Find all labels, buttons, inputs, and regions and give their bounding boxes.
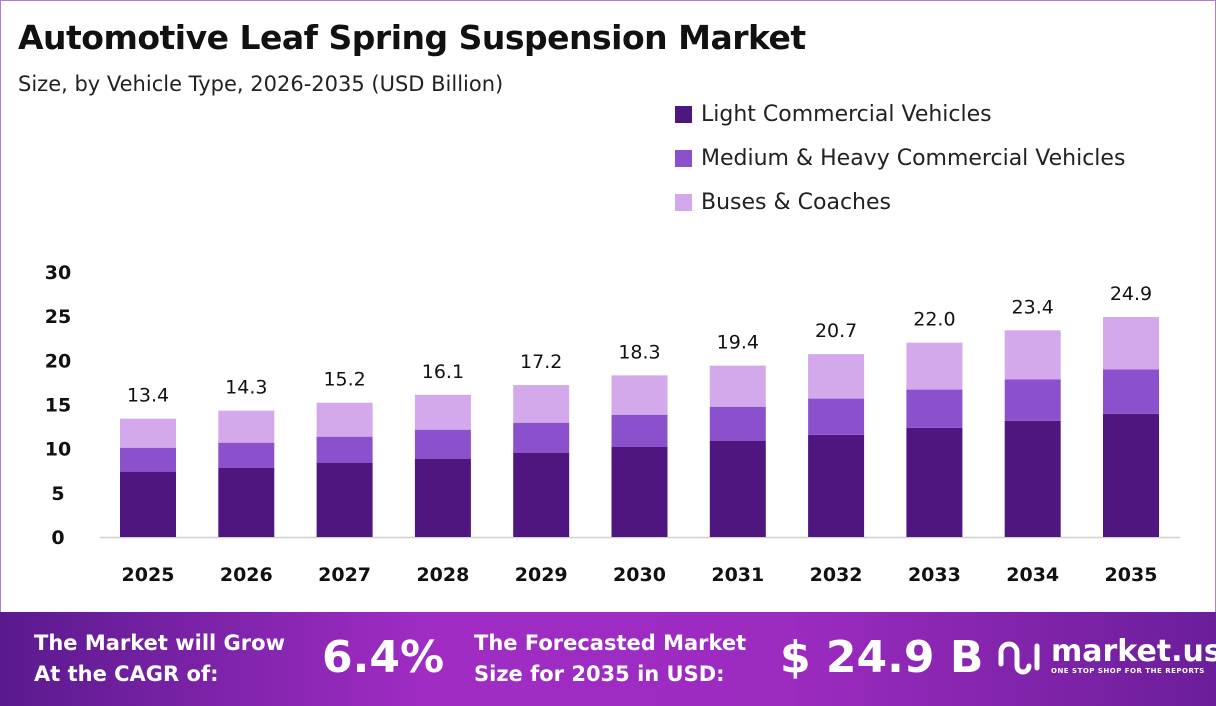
bar-segment-mhcv <box>906 389 963 428</box>
bar-segment-mhcv <box>414 429 471 459</box>
y-tick-label: 10 <box>45 439 71 461</box>
bar-segment-buses <box>808 354 865 399</box>
legend-item-lcv: Light Commercial Vehicles <box>675 92 1125 136</box>
x-tick-label: 2029 <box>515 564 568 586</box>
chart-title: Automotive Leaf Spring Suspension Market <box>18 18 806 57</box>
y-tick-label: 30 <box>45 262 71 284</box>
x-tick-label: 2035 <box>1105 564 1158 586</box>
data-label-total: 20.7 <box>815 320 857 342</box>
bar-segment-buses <box>611 375 668 415</box>
data-label-total: 14.3 <box>225 377 267 399</box>
bar-segment-buses <box>414 394 471 430</box>
bar-chart: 05101520253013.4202514.3202615.2202716.1… <box>45 262 1180 586</box>
y-tick-label: 15 <box>45 395 71 417</box>
bar-segment-lcv <box>709 440 766 537</box>
x-tick-label: 2032 <box>810 564 863 586</box>
bar-segment-mhcv <box>709 406 766 441</box>
bar-segment-mhcv <box>1103 369 1159 414</box>
bar-segment-mhcv <box>316 436 373 463</box>
bar-segment-lcv <box>1103 413 1159 537</box>
y-tick-label: 5 <box>51 483 64 505</box>
y-tick-label: 0 <box>51 527 64 549</box>
bar-segment-buses <box>1103 317 1159 370</box>
data-label-total: 22.0 <box>913 309 955 331</box>
legend-item-buses: Buses & Coaches <box>675 180 1125 224</box>
y-tick-label: 25 <box>45 306 71 328</box>
bar-segment-buses <box>513 385 570 423</box>
bar-segment-lcv <box>218 467 275 537</box>
x-tick-label: 2030 <box>613 564 666 586</box>
legend-item-mhcv: Medium & Heavy Commercial Vehicles <box>675 136 1125 180</box>
bar-segment-mhcv <box>611 414 668 447</box>
cagr-label: The Market will Grow At the CAGR of: <box>34 628 285 690</box>
y-tick-label: 20 <box>45 350 71 372</box>
bar-segment-buses <box>709 365 766 407</box>
forecast-label-line1: The Forecasted Market <box>474 631 747 655</box>
bar-segment-lcv <box>120 471 176 537</box>
x-tick-label: 2033 <box>908 564 961 586</box>
brand-logo: market.us ONE STOP SHOP FOR THE REPORTS <box>995 636 1216 676</box>
bar-segment-lcv <box>513 452 570 537</box>
bar-segment-lcv <box>414 458 471 537</box>
forecast-value: $ 24.9 B <box>780 632 984 683</box>
x-tick-label: 2026 <box>220 564 273 586</box>
data-label-total: 18.3 <box>618 341 660 363</box>
bar-segment-buses <box>316 402 373 437</box>
x-tick-label: 2028 <box>416 564 469 586</box>
legend-swatch <box>675 105 692 123</box>
data-label-total: 15.2 <box>323 369 365 391</box>
footer-banner: The Market will Grow At the CAGR of: 6.4… <box>0 612 1216 706</box>
x-tick-label: 2034 <box>1006 564 1059 586</box>
cagr-label-line2: At the CAGR of: <box>34 662 219 686</box>
bar-segment-lcv <box>316 462 373 537</box>
market-us-logo-icon <box>998 641 1040 675</box>
data-label-total: 19.4 <box>717 332 759 354</box>
bar-segment-mhcv <box>1004 379 1061 421</box>
forecast-label-line2: Size for 2035 in USD: <box>474 662 725 686</box>
brand-tagline: ONE STOP SHOP FOR THE REPORTS <box>1051 667 1205 675</box>
legend-label: Medium & Heavy Commercial Vehicles <box>701 145 1126 171</box>
data-label-total: 13.4 <box>127 385 169 407</box>
data-label-total: 16.1 <box>422 361 464 383</box>
bar-segment-lcv <box>1004 420 1061 537</box>
data-label-total: 23.4 <box>1012 296 1054 318</box>
bar-segment-buses <box>218 410 275 443</box>
x-tick-label: 2025 <box>122 564 175 586</box>
bar-segment-lcv <box>808 434 865 537</box>
bar-segment-lcv <box>611 446 668 537</box>
bar-segment-mhcv <box>513 422 570 453</box>
legend: Light Commercial Vehicles Medium & Heavy… <box>675 92 1125 224</box>
data-label-total: 17.2 <box>520 351 562 373</box>
cagr-label-line1: The Market will Grow <box>34 631 285 655</box>
bar-segment-lcv <box>906 427 963 537</box>
brand-name: market.us <box>1051 634 1216 669</box>
legend-swatch <box>675 193 692 211</box>
legend-swatch <box>675 149 692 167</box>
legend-label: Light Commercial Vehicles <box>701 101 992 127</box>
bar-segment-buses <box>1004 330 1061 380</box>
bar-segment-buses <box>906 342 963 390</box>
bar-segment-buses <box>120 418 176 448</box>
x-tick-label: 2031 <box>711 564 764 586</box>
chart-subtitle: Size, by Vehicle Type, 2026-2035 (USD Bi… <box>18 72 504 96</box>
cagr-value: 6.4% <box>322 632 445 683</box>
bar-segment-mhcv <box>808 398 865 435</box>
legend-label: Buses & Coaches <box>701 189 891 215</box>
forecast-label: The Forecasted Market Size for 2035 in U… <box>474 628 746 690</box>
x-tick-label: 2027 <box>318 564 371 586</box>
bar-segment-mhcv <box>218 442 275 468</box>
bar-segment-mhcv <box>120 447 176 472</box>
data-label-total: 24.9 <box>1110 283 1152 305</box>
